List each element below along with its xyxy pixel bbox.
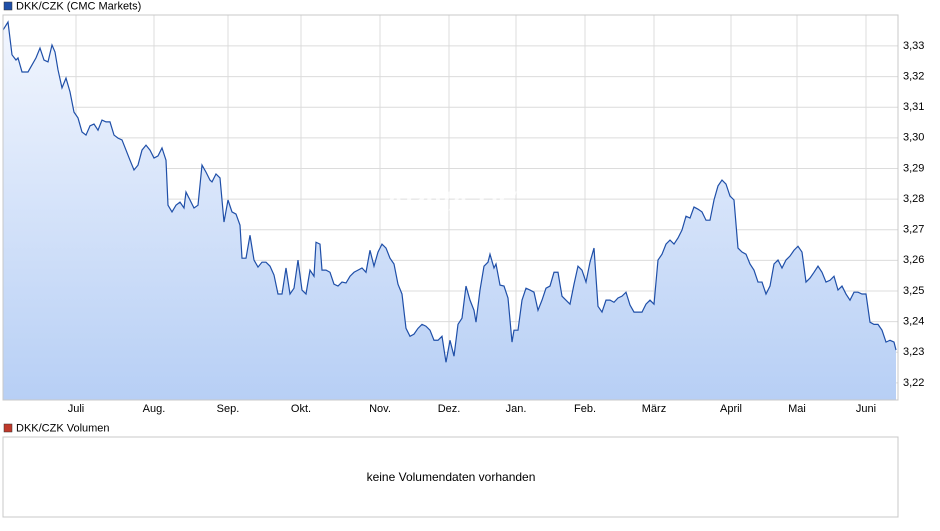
y-tick-label: 3,23 [903, 346, 924, 358]
y-tick-label: 3,33 [903, 40, 924, 52]
x-tick-label: Nov. [369, 403, 391, 415]
x-tick-label: Juli [68, 403, 85, 415]
legend-label: DKK/CZK (CMC Markets) [16, 0, 141, 12]
x-tick-label: Feb. [574, 403, 596, 415]
no-data-message: keine Volumendaten vorhanden [367, 470, 536, 484]
legend-label: DKK/CZK Volumen [16, 422, 110, 434]
x-tick-label: März [642, 403, 666, 415]
y-tick-label: 3,26 [903, 254, 924, 266]
y-tick-label: 3,28 [903, 193, 924, 205]
y-tick-label: 3,29 [903, 162, 924, 174]
area [3, 22, 896, 400]
x-tick-label: Okt. [291, 403, 311, 415]
line [2, 20, 897, 363]
watermark: ARIVA.DE [383, 185, 517, 216]
x-tick-label: Jan. [506, 403, 527, 415]
volume-panel [2, 436, 899, 518]
x-tick-label: Mai [788, 403, 806, 415]
y-tick-label: 3,25 [903, 285, 924, 297]
x-tick-label: Dez. [438, 403, 461, 415]
y-tick-label: 3,24 [903, 315, 924, 327]
y-tick-label: 3,22 [903, 377, 924, 389]
y-tick-label: 3,32 [903, 70, 924, 82]
x-tick-label: Juni [856, 403, 876, 415]
plot-border [2, 14, 899, 401]
y-tick-label: 3,30 [903, 132, 924, 144]
y-tick-label: 3,27 [903, 224, 924, 236]
legend-swatch [3, 1, 13, 11]
legend-swatch [3, 423, 13, 433]
x-tick-label: Aug. [143, 403, 166, 415]
x-tick-label: Sep. [217, 403, 240, 415]
y-tick-label: 3,31 [903, 101, 924, 113]
x-tick-label: April [720, 403, 742, 415]
